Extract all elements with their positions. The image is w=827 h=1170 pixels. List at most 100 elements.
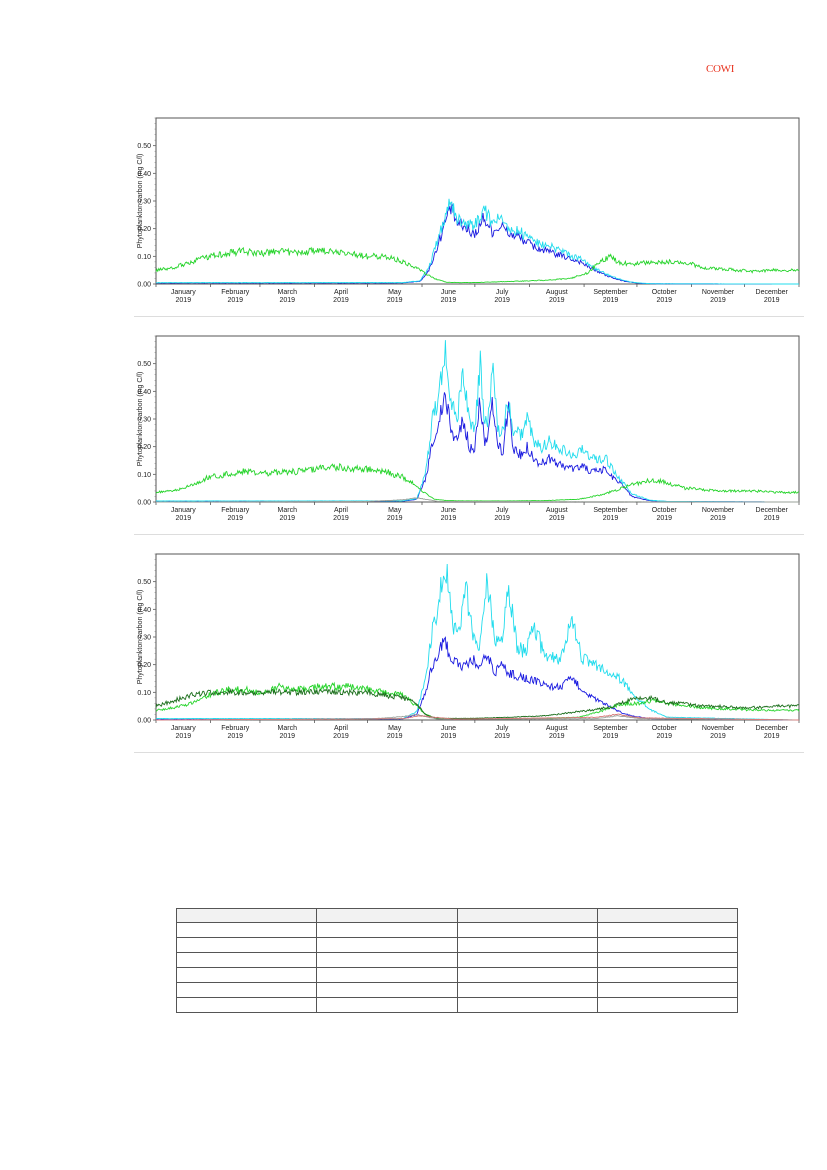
x-tick-year-label: 2019 (549, 297, 565, 304)
divider (134, 752, 804, 753)
y-tick-label: 0.40 (137, 607, 151, 614)
x-tick-label: August (546, 725, 568, 732)
table-cell (456, 952, 598, 968)
table-cell (316, 997, 458, 1013)
cowi-logo: COWI (706, 63, 735, 75)
x-tick-label: May (388, 507, 402, 514)
table-cell (175, 952, 318, 968)
x-tick-label: January (171, 289, 196, 296)
table-cell (596, 997, 739, 1013)
y-tick-label: 0.00 (137, 282, 151, 289)
table-cell (456, 937, 598, 953)
series-line (155, 246, 800, 284)
divider (134, 316, 804, 317)
table-row (175, 982, 739, 998)
y-axis-label: Phytoplankton carbon (mg C/l) (137, 590, 144, 685)
x-tick-label: October (652, 507, 678, 514)
x-tick-label: March (278, 289, 298, 296)
table-cell (596, 922, 739, 938)
y-tick-label: 0.10 (137, 690, 151, 697)
table-cell (596, 952, 739, 968)
table-cell (596, 982, 739, 998)
x-tick-year-label: 2019 (549, 733, 565, 740)
x-tick-year-label: 2019 (387, 733, 403, 740)
series-line (156, 713, 799, 721)
y-tick-label: 0.10 (137, 472, 151, 479)
x-tick-label: October (652, 289, 678, 296)
x-tick-label: June (441, 725, 456, 732)
x-tick-label: November (702, 289, 735, 296)
chart-panel-1: Phytoplankton carbon (mg C/l) 0.00 0.10 0.2… (134, 112, 804, 312)
x-tick-label: April (334, 507, 348, 514)
series-line (155, 463, 800, 502)
x-tick-year-label: 2019 (333, 515, 349, 522)
y-tick-label: 0.50 (137, 143, 151, 150)
x-tick-label: August (546, 507, 568, 514)
table-row (175, 922, 739, 938)
y-tick-label: 0.50 (137, 361, 151, 368)
y-axis-label: Phytoplankton carbon (mg C/l) (137, 372, 144, 467)
table-cell (175, 982, 318, 998)
x-tick-year-label: 2019 (227, 297, 243, 304)
x-tick-label: December (756, 725, 789, 732)
table-cell (316, 952, 458, 968)
x-tick-year-label: 2019 (441, 733, 457, 740)
series-line (155, 688, 800, 719)
plot-area (155, 335, 800, 503)
x-tick-label: June (441, 507, 456, 514)
x-tick-label: August (546, 289, 568, 296)
x-tick-year-label: 2019 (603, 297, 619, 304)
x-tick-label: February (221, 725, 250, 732)
y-tick-label: 0.20 (137, 444, 151, 451)
table-row (175, 967, 739, 983)
table-cell (316, 937, 458, 953)
table-header-cell (316, 908, 458, 923)
series-line (155, 563, 799, 721)
y-tick-label: 0.00 (137, 718, 151, 725)
x-tick-year-label: 2019 (710, 733, 726, 740)
x-tick-year-label: 2019 (279, 515, 295, 522)
y-tick-label: 0.20 (137, 226, 151, 233)
table-cell (316, 967, 458, 983)
series-line (156, 198, 799, 285)
y-tick-label: 0.40 (137, 171, 151, 178)
x-tick-year-label: 2019 (656, 733, 672, 740)
plot-area (155, 117, 800, 285)
chart-panel-2: Phytoplankton carbon (mg C/l) 0.00 0.10 0.2… (134, 330, 804, 530)
x-tick-year-label: 2019 (333, 297, 349, 304)
x-tick-label: April (334, 289, 348, 296)
table-cell (596, 967, 739, 983)
x-tick-year-label: 2019 (279, 733, 295, 740)
table-cell (316, 922, 458, 938)
y-axis-label: Phytoplankton carbon (mg C/l) (137, 154, 144, 249)
table-header-cell (596, 908, 739, 923)
x-tick-label: September (593, 289, 628, 296)
table-row (175, 997, 739, 1013)
y-tick-label: 0.00 (137, 500, 151, 507)
x-tick-year-label: 2019 (494, 515, 510, 522)
table-header-cell (456, 908, 598, 923)
table-cell (175, 937, 318, 953)
x-tick-label: November (702, 507, 735, 514)
phytoplankton-chart-1: Phytoplankton carbon (mg C/l) 0.00 0.10 0.2… (137, 117, 800, 304)
x-tick-label: February (221, 507, 250, 514)
x-tick-label: March (278, 507, 298, 514)
x-tick-label: February (221, 289, 250, 296)
x-tick-year-label: 2019 (333, 733, 349, 740)
x-tick-year-label: 2019 (764, 515, 780, 522)
series-line (156, 497, 799, 503)
x-tick-year-label: 2019 (603, 515, 619, 522)
phytoplankton-chart-2: Phytoplankton carbon (mg C/l) 0.00 0.10 0.2… (137, 335, 800, 522)
divider (134, 534, 804, 535)
y-tick-label: 0.10 (137, 254, 151, 261)
table-cell (456, 997, 598, 1013)
x-tick-label: June (441, 289, 456, 296)
x-tick-year-label: 2019 (494, 297, 510, 304)
x-tick-year-label: 2019 (279, 297, 295, 304)
x-tick-year-label: 2019 (656, 297, 672, 304)
x-tick-year-label: 2019 (656, 515, 672, 522)
table-cell (175, 997, 318, 1013)
x-tick-label: July (496, 507, 509, 514)
x-tick-label: May (388, 725, 402, 732)
chart-panel-3: Phytoplankton carbon (mg C/l) 0.00 0.10 0.2… (134, 548, 804, 748)
